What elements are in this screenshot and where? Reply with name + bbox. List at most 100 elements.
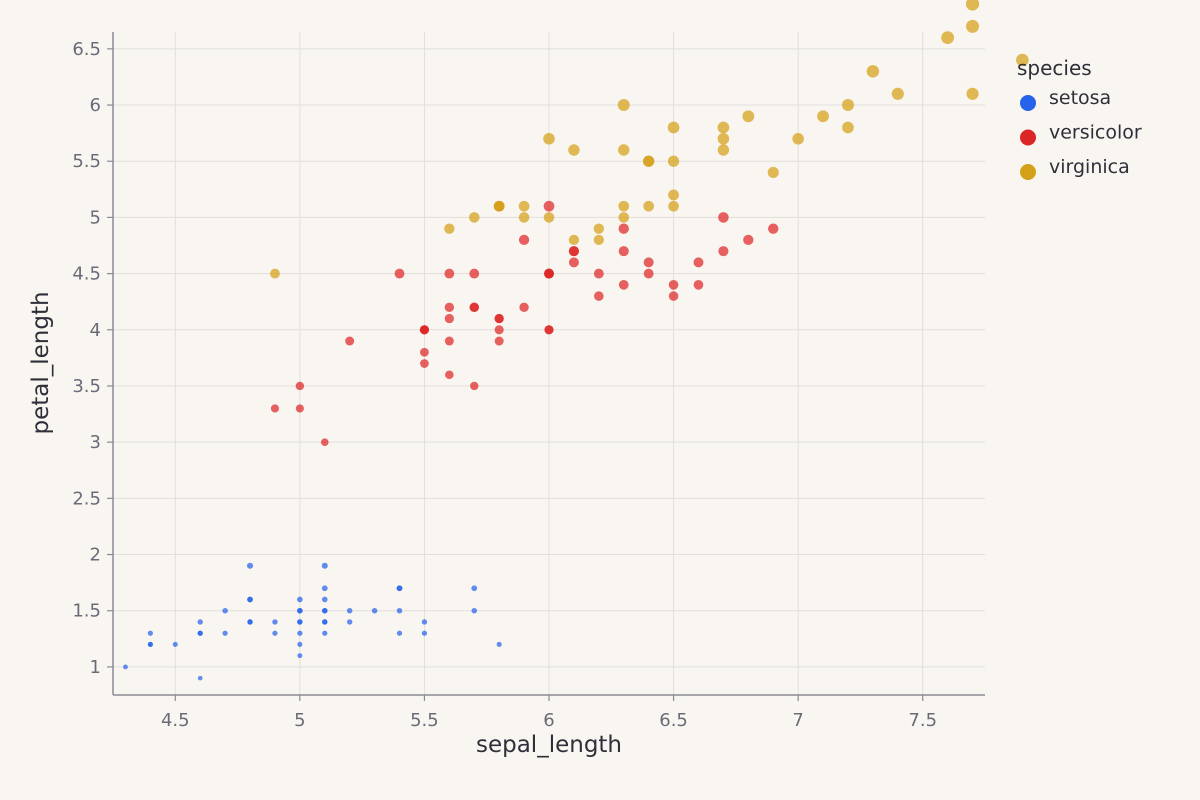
y-tick-label: 2.5: [72, 488, 101, 509]
data-point-setosa: [396, 585, 403, 592]
data-point-versicolor: [718, 212, 729, 223]
data-point-setosa: [421, 619, 428, 625]
x-tick-label: 5: [294, 710, 305, 731]
y-tick-label: 6.5: [72, 39, 101, 60]
data-point-versicolor: [444, 313, 454, 324]
data-point-virginica: [842, 121, 854, 134]
y-tick-label: 1: [90, 657, 101, 678]
x-tick-label: 6.5: [659, 710, 688, 731]
x-tick-labels: 4.5 5 5.5 6 6.5 7 7.5: [161, 695, 937, 731]
data-point-setosa: [322, 607, 328, 614]
data-point-virginica: [667, 155, 680, 167]
data-point-virginica: [965, 0, 980, 11]
y-tick-label: 4.5: [72, 264, 101, 285]
data-point-versicolor: [494, 325, 504, 335]
data-point-virginica: [891, 87, 904, 100]
data-point-virginica: [270, 268, 280, 279]
data-point-setosa: [496, 641, 502, 647]
y-axis-title: petal_length: [28, 291, 54, 434]
data-point-versicolor: [594, 291, 604, 301]
legend-marker-virginica: [1020, 164, 1036, 180]
data-point-virginica: [618, 200, 630, 212]
data-point-versicolor: [519, 302, 529, 313]
data-point-setosa: [222, 607, 228, 614]
y-tick-labels: 1 1.5 2 2.5 3 3.5 4 4.5 5 5.5 6 6.5: [72, 39, 113, 678]
data-point-versicolor: [420, 347, 429, 357]
data-point-versicolor: [718, 246, 729, 257]
data-point-virginica: [593, 234, 604, 246]
data-point-versicolor: [469, 302, 479, 313]
data-point-setosa: [147, 630, 153, 636]
data-point-versicolor: [345, 336, 355, 346]
data-point-virginica: [966, 87, 979, 100]
y-tick-label: 2: [90, 545, 101, 566]
data-point-versicolor: [444, 336, 454, 346]
legend: species setosa versicolor virginica: [1017, 56, 1142, 180]
x-tick-label: 6: [543, 710, 554, 731]
data-point-versicolor: [693, 257, 704, 268]
y-tick-label: 3.5: [72, 376, 101, 397]
data-point-setosa: [346, 607, 353, 614]
data-point-setosa: [272, 630, 278, 636]
data-point-setosa: [421, 630, 428, 636]
data-point-versicolor: [394, 268, 405, 279]
data-points: [123, 0, 1029, 681]
data-point-versicolor: [295, 381, 305, 391]
y-tick-label: 6: [90, 95, 101, 116]
data-point-versicolor: [618, 279, 629, 290]
data-point-setosa: [247, 596, 253, 603]
data-point-virginica: [493, 200, 505, 212]
data-point-virginica: [518, 200, 530, 212]
data-point-versicolor: [445, 370, 454, 380]
data-point-versicolor: [568, 257, 579, 268]
x-tick-label: 5.5: [410, 710, 439, 731]
y-tick-label: 4: [90, 320, 101, 341]
data-point-setosa: [321, 585, 328, 592]
data-point-virginica: [643, 200, 655, 212]
data-point-versicolor: [295, 404, 304, 413]
data-point-setosa: [371, 607, 378, 614]
data-point-setosa: [321, 596, 328, 603]
data-point-setosa: [471, 607, 478, 614]
data-point-setosa: [346, 619, 353, 625]
legend-title: species: [1017, 56, 1092, 80]
data-point-setosa: [297, 619, 303, 625]
data-point-virginica: [717, 144, 730, 156]
data-point-versicolor: [518, 234, 530, 246]
data-point-setosa: [147, 641, 153, 647]
data-point-setosa: [222, 630, 228, 636]
data-point-setosa: [246, 562, 254, 569]
data-point-versicolor: [618, 246, 629, 257]
data-point-virginica: [668, 200, 679, 212]
data-point-virginica: [518, 212, 530, 223]
legend-label-setosa: setosa: [1049, 87, 1111, 109]
data-point-virginica: [742, 110, 755, 123]
data-point-versicolor: [544, 325, 554, 335]
data-point-virginica: [668, 189, 679, 201]
y-tick-label: 5.5: [72, 151, 101, 172]
data-point-virginica: [767, 166, 779, 179]
x-tick-label: 7.5: [908, 710, 937, 731]
data-point-versicolor: [693, 279, 704, 290]
y-tick-label: 1.5: [72, 601, 101, 622]
data-point-virginica: [941, 31, 955, 45]
x-axis-title: sepal_length: [476, 732, 622, 758]
data-point-setosa: [322, 619, 328, 625]
data-point-versicolor: [643, 268, 654, 279]
data-point-virginica: [618, 212, 630, 223]
data-point-versicolor: [568, 246, 579, 257]
data-point-setosa: [396, 607, 403, 614]
data-point-versicolor: [643, 257, 654, 268]
data-point-versicolor: [469, 268, 480, 279]
data-point-setosa: [321, 562, 328, 569]
data-point-virginica: [568, 234, 580, 246]
data-point-virginica: [543, 132, 555, 145]
legend-marker-versicolor: [1020, 129, 1036, 146]
data-point-setosa: [172, 641, 178, 647]
data-point-versicolor: [668, 279, 679, 290]
data-point-versicolor: [419, 325, 429, 335]
grid-lines: [113, 32, 985, 695]
data-point-virginica: [643, 155, 655, 167]
data-point-versicolor: [494, 336, 504, 346]
data-point-virginica: [618, 144, 630, 156]
